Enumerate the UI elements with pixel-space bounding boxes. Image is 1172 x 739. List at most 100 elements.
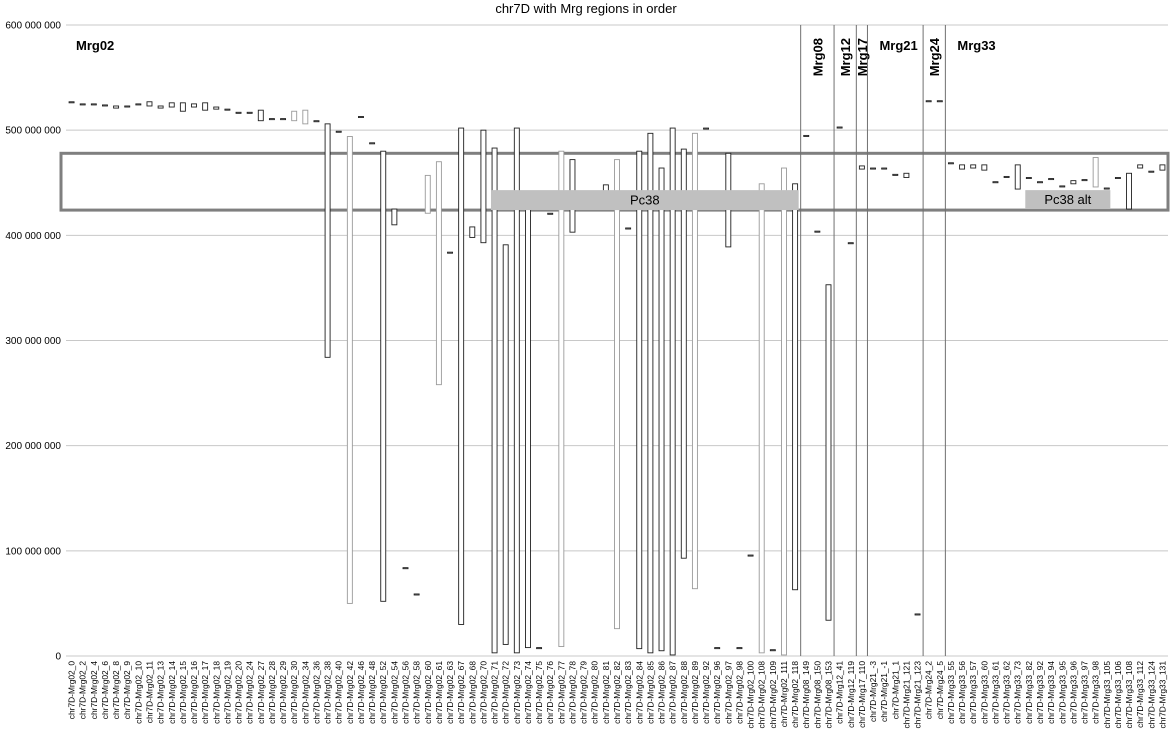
range-bar (947, 162, 954, 165)
range-bar (1037, 181, 1043, 184)
range-bar (691, 132, 698, 590)
y-tick-label: 0 (55, 652, 61, 663)
range-bar (358, 116, 364, 118)
range-bar (313, 120, 320, 123)
range-bar (636, 150, 643, 650)
x-tick-label: chr7D-Mrg33_108 (1124, 661, 1134, 729)
x-tick-label: chr7D-Mrg08_150 (812, 661, 822, 729)
annotation-box (490, 190, 799, 211)
range-bar (814, 230, 821, 233)
range-bar (435, 161, 442, 386)
range-bar (224, 108, 231, 111)
range-bar (847, 242, 854, 245)
range-bar (825, 284, 832, 621)
range-bar (714, 647, 721, 650)
range-bar (781, 167, 787, 656)
region-label: Mrg12 (838, 38, 853, 76)
range-bar (302, 109, 309, 125)
range-bar (758, 183, 765, 654)
range-bar (469, 226, 476, 238)
range-bar (1081, 179, 1088, 182)
range-bar (157, 105, 164, 109)
annotation-box (1025, 190, 1111, 210)
range-bar (892, 173, 899, 176)
range-bar (402, 567, 409, 570)
x-tick-label: chr7D-Mrg02_75 (534, 661, 544, 724)
range-bar (1048, 178, 1055, 181)
x-tick-label: chr7D-Mrg33_98 (1091, 661, 1101, 724)
range-bar (335, 130, 342, 133)
x-tick-label: chr7D-Mrg02_54 (389, 661, 399, 724)
range-bar (547, 212, 554, 215)
x-tick-label: chr7D-Mrg02_4 (89, 661, 99, 720)
x-tick-label: chr7D-Mrg33_131 (1157, 661, 1167, 729)
x-tick-label: chr7D-Mrg02_61 (434, 661, 444, 724)
x-tick-label: chr7D-Mrg02_40 (334, 661, 344, 724)
x-tick-label: chr7D-Mrg33_61 (990, 661, 1000, 724)
range-bar (1014, 164, 1021, 190)
x-tick-label: chr7D-Mrg02_97 (723, 661, 733, 724)
x-tick-label: chr7D-Mrg02_6 (100, 661, 110, 720)
range-bar (625, 227, 632, 230)
range-bar (703, 127, 709, 130)
x-tick-label: chr7D-Mrg02_87 (668, 661, 678, 724)
range-bar (858, 165, 865, 170)
x-tick-label: chr7D-Mrg33_92 (1035, 661, 1045, 724)
range-bar (914, 613, 921, 616)
range-bar (135, 103, 142, 106)
range-bar (146, 101, 153, 107)
range-bar (447, 251, 453, 254)
range-bar (1070, 180, 1077, 185)
x-tick-label: chr7D-Mrg02_28 (267, 661, 277, 724)
x-tick-label: chr7D-Mrg02_38 (323, 661, 333, 724)
y-tick-label: 400 000 000 (5, 231, 61, 242)
y-tick-label: 300 000 000 (5, 336, 61, 347)
x-tick-label: chr7D-Mrg02_15 (178, 661, 188, 724)
range-bar (1137, 164, 1144, 169)
range-bar (1148, 170, 1155, 173)
range-bar (803, 134, 810, 137)
range-bar (268, 118, 275, 121)
range-bar (1103, 187, 1110, 190)
x-tick-label: chr7D-Mrg02_36 (311, 661, 321, 724)
x-tick-label: chr7D-Mrg02_11 (144, 661, 154, 724)
x-tick-label: chr7D-Mrg02_48 (367, 661, 377, 724)
range-bar (324, 123, 331, 358)
x-tick-label: chr7D-Mrg02_89 (690, 661, 700, 724)
x-tick-label: chr7D-Mrg24_2 (924, 661, 934, 720)
range-bar (391, 208, 398, 226)
range-bar (747, 554, 754, 557)
x-tick-label: chr7D-Mrg02_14 (167, 661, 177, 724)
range-bar (68, 101, 75, 104)
x-tick-label: chr7D-Mrg33_106 (1113, 661, 1123, 729)
y-tick-label: 200 000 000 (5, 441, 61, 452)
x-tick-label: chr7D-Mrg02_85 (645, 661, 655, 724)
x-tick-label: chr7D-Mrg02_74 (523, 661, 533, 724)
x-tick-label: chr7D-Mrg02_84 (634, 661, 644, 724)
x-tick-label: chr7D-Mrg08_149 (801, 661, 811, 729)
annotation-label: Pc38 alt (1044, 192, 1091, 207)
x-tick-label: chr7D-Mrg02_58 (412, 661, 422, 724)
chart-title: chr7D with Mrg regions in order (495, 1, 677, 16)
x-tick-label: chr7D-Mrg02_9 (122, 661, 132, 720)
x-tick-label: chr7D-Mrg12_41 (835, 661, 845, 724)
range-bar (647, 132, 654, 654)
x-tick-label: chr7D-Mrg02_34 (300, 661, 310, 724)
y-tick-label: 500 000 000 (5, 126, 61, 137)
x-tick-label: chr7D-Mrg33_62 (1002, 661, 1012, 724)
range-bar (1059, 185, 1066, 188)
range-bar (246, 111, 253, 114)
range-bar (413, 593, 420, 596)
range-bar (970, 164, 977, 169)
range-bar (1114, 177, 1121, 179)
x-tick-label: chr7D-Mrg33_105 (1102, 661, 1112, 729)
x-tick-label: chr7D-Mrg02_88 (679, 661, 689, 724)
range-bar (992, 181, 999, 184)
x-tick-label: chr7D-Mrg02_60 (423, 661, 433, 724)
range-bar (536, 647, 543, 650)
x-tick-label: chr7D-Mrg21_123 (913, 661, 923, 729)
x-tick-label: chr7D-Mrg02_72 (501, 661, 511, 724)
range-bar (513, 127, 520, 654)
